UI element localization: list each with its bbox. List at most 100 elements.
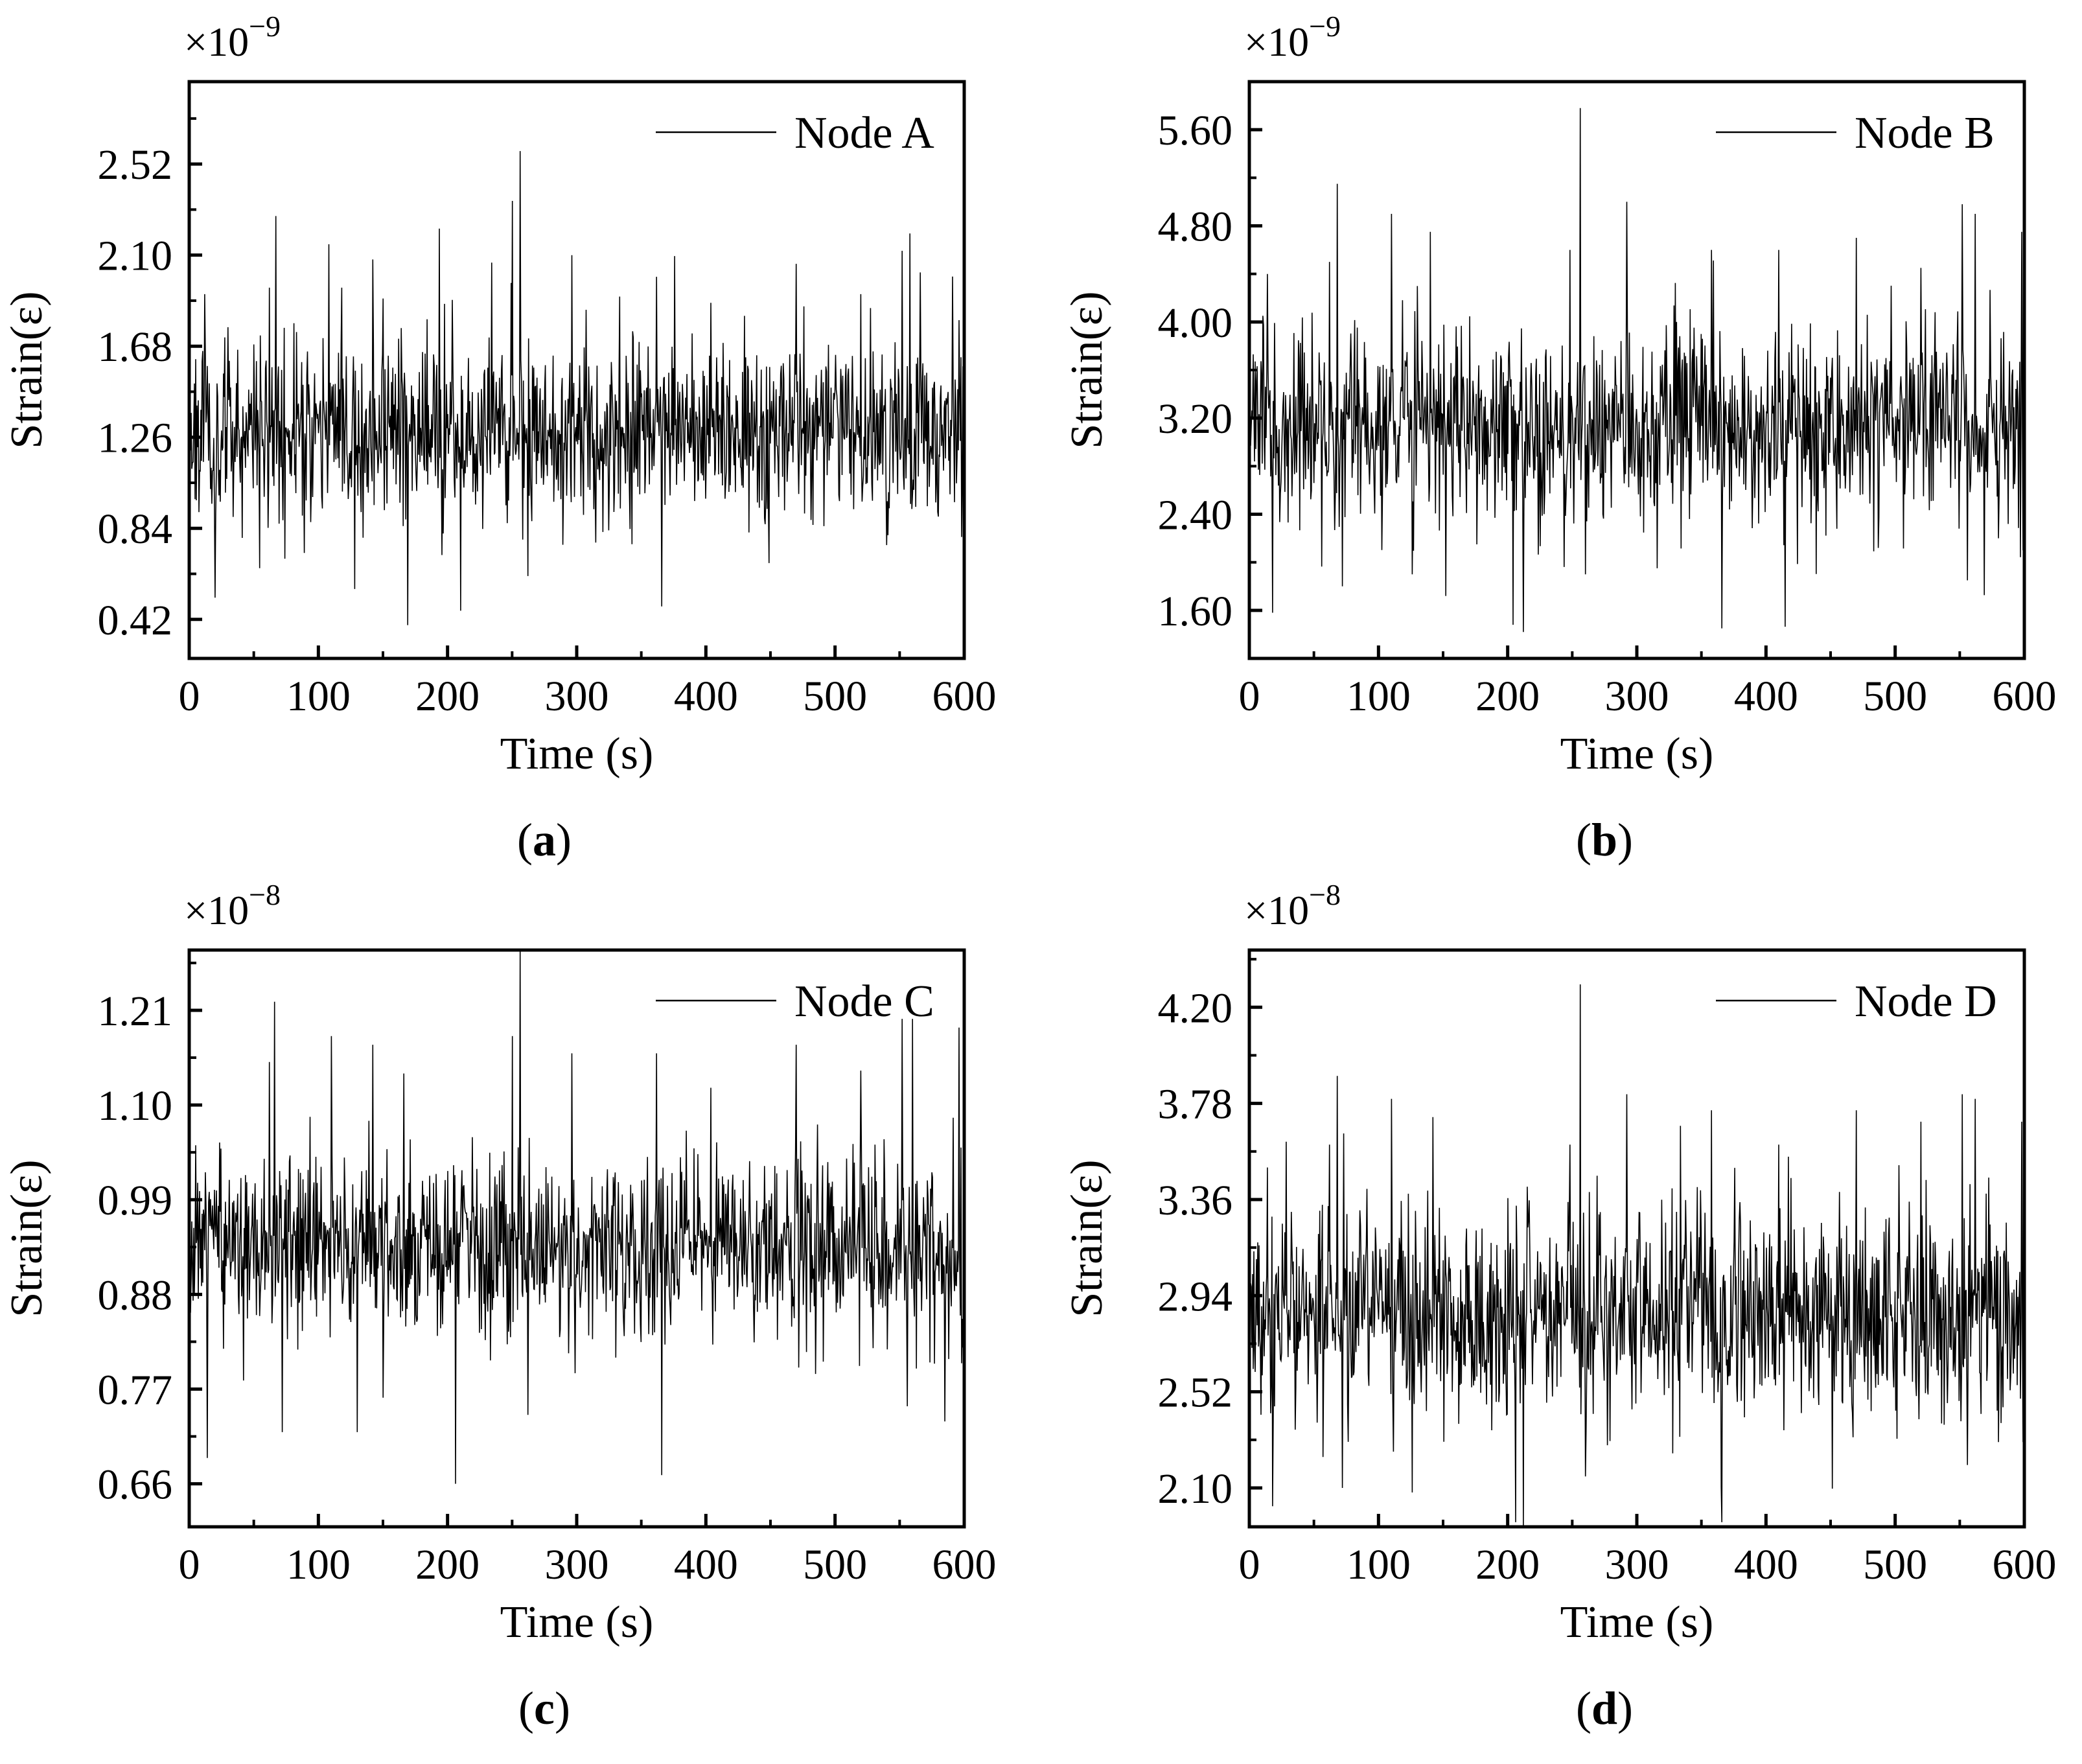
y-axis-title: Strain(ε)	[1062, 291, 1112, 448]
x-tick-label: 400	[674, 673, 738, 720]
y-tick-label: 2.10	[98, 233, 173, 280]
y-tick-label: 4.20	[1158, 984, 1233, 1032]
x-tick-label: 400	[1734, 1541, 1798, 1588]
series-line-c	[189, 950, 964, 1484]
x-tick-label: 100	[286, 1541, 351, 1588]
legend-label: Node B	[1855, 108, 1995, 158]
x-tick-label: 500	[803, 673, 867, 720]
x-tick-label: 200	[1475, 673, 1540, 720]
y-tick-label: 2.52	[1158, 1369, 1233, 1417]
y-tick-label: 1.21	[98, 988, 173, 1035]
multiplier-base: ×10	[1244, 19, 1309, 65]
chart-panel-b: 0 100 200 300 400 500 600 1.60 2.40 3.20 4.00 4.80 5…	[1062, 10, 2057, 866]
y-tick-label: 5.60	[1158, 107, 1233, 154]
multiplier-base: ×10	[1244, 887, 1309, 933]
caption-close: )	[1617, 814, 1633, 866]
y-axis-multiplier: ×10−9	[1244, 10, 1341, 65]
y-tick-label: 3.36	[1158, 1177, 1233, 1224]
y-tick-label: 4.00	[1158, 299, 1233, 347]
x-tick-label: 0	[179, 673, 200, 720]
x-tick-label: 100	[1347, 1541, 1411, 1588]
x-tick-label: 600	[932, 673, 997, 720]
caption-letter: c	[534, 1682, 555, 1734]
x-tick-label: 300	[1605, 1541, 1669, 1588]
chart-panel-c: 0 100 200 300 400 500 600 0.66 0.77 0.88 0.99 1.10 1…	[2, 878, 997, 1734]
y-tick-label: 1.68	[98, 323, 173, 371]
x-tick-label: 500	[1863, 1541, 1927, 1588]
y-axis-title: Strain(ε)	[2, 291, 52, 448]
x-tick-label: 0	[179, 1541, 200, 1588]
multiplier-base: ×10	[184, 887, 249, 933]
caption-letter: a	[533, 814, 556, 866]
x-tick-label: 100	[286, 673, 351, 720]
legend-d: Node D	[1716, 977, 1997, 1027]
multiplier-base: ×10	[184, 19, 249, 65]
legend-c: Node C	[656, 977, 934, 1027]
legend-label: Node C	[794, 977, 934, 1027]
legend-a: Node A	[656, 108, 934, 158]
y-axis-multiplier: ×10−8	[1244, 878, 1341, 933]
x-tick-label: 200	[1475, 1541, 1540, 1588]
x-tick-label: 200	[415, 673, 480, 720]
panel-caption: (c)	[518, 1682, 570, 1734]
legend-label: Node A	[794, 108, 934, 158]
y-tick-label: 2.94	[1158, 1273, 1233, 1320]
x-tick-label: 600	[1993, 1541, 2057, 1588]
x-tick-label: 400	[1734, 673, 1798, 720]
series-line-a	[189, 151, 964, 625]
multiplier-exponent: −8	[1309, 878, 1341, 911]
x-tick-label: 500	[1863, 673, 1927, 720]
chart-panel-d: 0 100 200 300 400 500 600 2.10 2.52 2.94 3.36 3.78 4…	[1062, 878, 2057, 1734]
x-axis-title: Time (s)	[1560, 729, 1714, 779]
legend-b: Node B	[1716, 108, 1995, 158]
y-tick-label: 3.20	[1158, 395, 1233, 443]
x-tick-label: 0	[1239, 673, 1260, 720]
x-tick-label: 100	[1347, 673, 1411, 720]
series-line-b	[1249, 108, 2024, 632]
x-tick-label: 300	[1605, 673, 1669, 720]
y-axis-title: Strain(ε)	[2, 1159, 52, 1317]
caption-open: (	[1576, 1682, 1591, 1734]
x-tick-label: 300	[545, 1541, 609, 1588]
panel-caption: (a)	[517, 814, 572, 866]
x-tick-label: 600	[932, 1541, 997, 1588]
plot-frame-d	[1247, 948, 2026, 1529]
y-tick-label: 0.66	[98, 1461, 173, 1509]
x-tick-label: 0	[1239, 1541, 1260, 1588]
y-tick-label: 2.10	[1158, 1465, 1233, 1513]
y-axis-multiplier: ×10−8	[184, 878, 281, 933]
y-tick-label: 2.40	[1158, 492, 1233, 539]
multiplier-exponent: −9	[1309, 10, 1341, 43]
multiplier-exponent: −9	[249, 10, 281, 43]
x-tick-label: 200	[415, 1541, 480, 1588]
x-tick-label: 600	[1993, 673, 2057, 720]
x-axis-title: Time (s)	[1560, 1597, 1714, 1647]
x-tick-label: 300	[545, 673, 609, 720]
caption-close: )	[555, 1682, 570, 1734]
caption-open: (	[1576, 814, 1591, 866]
y-axis-multiplier: ×10−9	[184, 10, 281, 65]
x-tick-label: 500	[803, 1541, 867, 1588]
x-tick-label: 400	[674, 1541, 738, 1588]
y-tick-label: 1.10	[98, 1082, 173, 1130]
caption-letter: b	[1591, 814, 1617, 866]
caption-close: )	[1617, 1682, 1633, 1734]
y-tick-label: 2.52	[98, 141, 173, 189]
x-axis-title: Time (s)	[500, 729, 654, 779]
y-tick-label: 1.26	[98, 415, 173, 462]
chart-panel-a: 0 100 200 300 400 500 600 0.42 0.84 1.26 1.68 2.10 2…	[2, 10, 997, 866]
y-axis-title: Strain(ε)	[1062, 1159, 1112, 1317]
series-line-d	[1249, 984, 2024, 1527]
caption-open: (	[517, 814, 533, 866]
panel-caption: (d)	[1576, 1682, 1633, 1734]
y-tick-label: 0.84	[98, 505, 173, 553]
panel-caption: (b)	[1576, 814, 1633, 866]
y-tick-label: 0.42	[98, 597, 173, 644]
legend-label: Node D	[1855, 977, 1997, 1027]
caption-open: (	[518, 1682, 534, 1734]
caption-close: )	[556, 814, 572, 866]
caption-letter: d	[1591, 1682, 1617, 1734]
x-axis-title: Time (s)	[500, 1597, 654, 1647]
y-tick-label: 0.99	[98, 1177, 173, 1224]
